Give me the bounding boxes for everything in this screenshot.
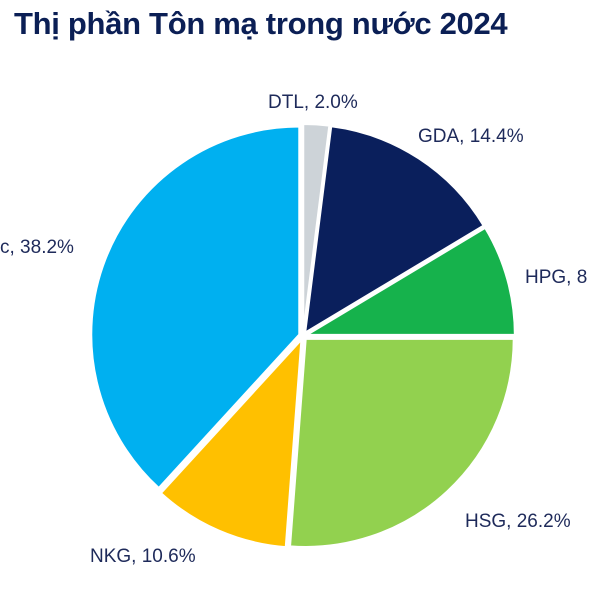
pie-slice-hsg xyxy=(288,337,515,548)
pie-slice-hpg xyxy=(303,226,516,336)
slice-label-other: c, 38.2% xyxy=(0,237,74,258)
pie-slice-nkg xyxy=(159,336,303,549)
slice-label-hsg: HSG, 26.2% xyxy=(465,511,571,532)
slice-label-nkg: NKG, 10.6% xyxy=(90,546,196,567)
pie-slice-other xyxy=(90,125,301,490)
chart-title: Thị phần Tôn mạ trong nước 2024 xyxy=(14,6,508,41)
slice-label-gda: GDA, 14.4% xyxy=(418,126,524,147)
slice-label-hpg: HPG, 8 xyxy=(525,267,587,288)
pie-slice-dtl xyxy=(302,123,331,333)
slice-label-dtl: DTL, 2.0% xyxy=(268,92,358,113)
pie-slice-gda xyxy=(303,125,485,335)
